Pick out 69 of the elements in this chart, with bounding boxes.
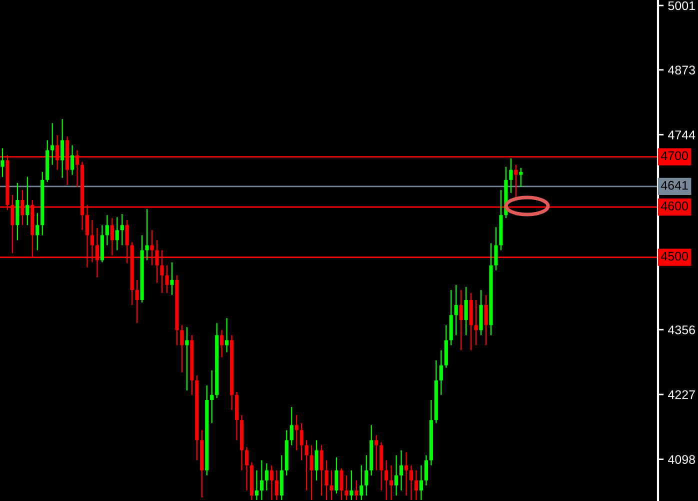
candlestick <box>394 454 398 496</box>
y-tick-label: 4356 <box>668 325 695 334</box>
candlestick <box>304 440 308 491</box>
candlestick <box>459 289 463 351</box>
candlestick <box>210 370 214 424</box>
candlestick <box>439 350 443 396</box>
candlestick <box>374 434 378 471</box>
candlestick <box>344 474 348 501</box>
candlestick <box>399 450 404 491</box>
candlestick <box>364 454 368 496</box>
candlestick <box>424 454 428 486</box>
candlestick <box>419 464 424 501</box>
candlestick <box>244 446 249 491</box>
candlestick <box>165 264 169 294</box>
candlestick <box>314 440 318 481</box>
candlestick <box>270 464 274 501</box>
candlestick <box>300 422 304 461</box>
candlestick <box>474 299 478 346</box>
candlestick <box>274 470 278 501</box>
candlestick <box>170 262 174 296</box>
candlestick <box>185 326 189 392</box>
candlestick <box>390 464 394 501</box>
candlestick <box>264 462 268 491</box>
candlestick <box>26 176 30 226</box>
candlestick <box>350 470 354 501</box>
candlestick <box>404 452 408 496</box>
candlestick <box>290 406 294 446</box>
candlestick <box>409 464 414 501</box>
candlestick <box>384 460 388 501</box>
y-tick-label: 4873 <box>668 66 695 74</box>
candlestick <box>115 216 119 251</box>
candlestick <box>50 122 54 166</box>
candlestick <box>509 158 513 194</box>
candlestick <box>220 330 224 358</box>
candlestick <box>70 144 74 176</box>
candlestick <box>105 214 109 246</box>
candlestick <box>36 212 40 251</box>
y-tick-label: 4744 <box>668 130 696 140</box>
y-tick-label: 4098 <box>668 455 695 464</box>
candlestick <box>225 318 229 353</box>
candlestick <box>60 118 64 178</box>
ref-line-label: 4641 <box>660 180 688 190</box>
candlestick <box>519 167 523 188</box>
candlestick <box>310 444 314 501</box>
candlestick <box>330 470 334 501</box>
candlestick <box>294 414 298 451</box>
candlestick <box>135 279 139 324</box>
ref-line-label: 4600 <box>660 202 688 210</box>
candlestick <box>320 444 324 496</box>
candlestick <box>145 208 149 261</box>
y-tick-label: 5001 <box>668 1 695 10</box>
ref-line-label: 4500 <box>660 252 688 261</box>
candlestick <box>360 464 364 501</box>
candlestick <box>464 286 468 336</box>
y-tick-label: 4227 <box>668 390 695 399</box>
candlestick <box>0 148 4 178</box>
ref-line-label: 4700 <box>660 151 688 160</box>
candlestick <box>454 284 458 336</box>
candlestick <box>180 324 184 373</box>
candlestick <box>484 294 488 346</box>
candlestick <box>254 470 259 501</box>
candlestick <box>334 456 338 494</box>
candlestick <box>354 480 358 501</box>
candlestick <box>120 214 124 246</box>
candlestick <box>340 468 344 501</box>
candlestick <box>260 460 264 501</box>
candlestick <box>324 460 328 501</box>
candlestick <box>414 470 418 501</box>
candlestick <box>494 226 498 271</box>
